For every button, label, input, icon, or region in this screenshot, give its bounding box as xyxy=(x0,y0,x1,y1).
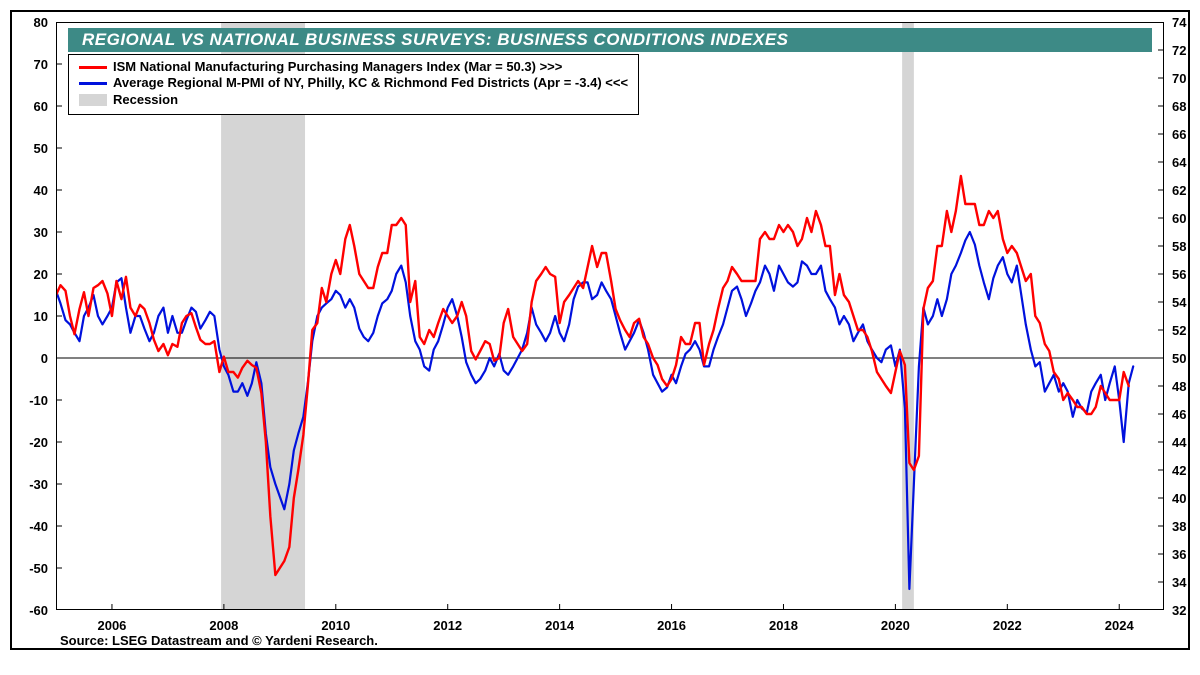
x-axis-tick: 2018 xyxy=(765,618,801,633)
source-text: Source: LSEG Datastream and © Yardeni Re… xyxy=(60,633,378,648)
right-axis-tick: 36 xyxy=(1172,547,1186,562)
right-axis-tick: 64 xyxy=(1172,155,1186,170)
legend-label: Recession xyxy=(113,92,178,108)
right-axis-tick: 70 xyxy=(1172,71,1186,86)
source-attribution: Source: LSEG Datastream and © Yardeni Re… xyxy=(60,633,378,648)
right-axis-tick: 56 xyxy=(1172,267,1186,282)
right-axis-tick: 42 xyxy=(1172,463,1186,478)
right-axis-tick: 40 xyxy=(1172,491,1186,506)
legend-item: Average Regional M-PMI of NY, Philly, KC… xyxy=(79,75,628,91)
left-axis-tick: -30 xyxy=(29,477,48,492)
left-axis-tick: 40 xyxy=(34,183,48,198)
left-axis-tick: 0 xyxy=(41,351,48,366)
legend-swatch-rect xyxy=(79,94,107,106)
right-axis-tick: 74 xyxy=(1172,15,1186,30)
x-axis-tick: 2020 xyxy=(877,618,913,633)
right-axis-tick: 66 xyxy=(1172,127,1186,142)
right-axis-tick: 48 xyxy=(1172,379,1186,394)
left-axis-tick: 70 xyxy=(34,57,48,72)
left-axis-tick: -60 xyxy=(29,603,48,618)
left-axis-tick: 10 xyxy=(34,309,48,324)
right-axis-tick: 54 xyxy=(1172,295,1186,310)
left-axis-tick: 20 xyxy=(34,267,48,282)
legend-label: Average Regional M-PMI of NY, Philly, KC… xyxy=(113,75,628,91)
right-axis-tick: 52 xyxy=(1172,323,1186,338)
right-axis-tick: 60 xyxy=(1172,211,1186,226)
x-axis-tick: 2014 xyxy=(542,618,578,633)
left-axis-tick: -10 xyxy=(29,393,48,408)
left-axis-tick: -40 xyxy=(29,519,48,534)
right-axis-tick: 72 xyxy=(1172,43,1186,58)
x-axis-tick: 2024 xyxy=(1101,618,1137,633)
legend-swatch-line xyxy=(79,82,107,85)
legend-box: ISM National Manufacturing Purchasing Ma… xyxy=(68,54,639,115)
right-axis-tick: 38 xyxy=(1172,519,1186,534)
right-axis-tick: 62 xyxy=(1172,183,1186,198)
x-axis-tick: 2010 xyxy=(318,618,354,633)
x-axis-tick: 2006 xyxy=(94,618,130,633)
right-axis-tick: 50 xyxy=(1172,351,1186,366)
chart-title-text: REGIONAL VS NATIONAL BUSINESS SURVEYS: B… xyxy=(82,30,789,50)
right-axis-tick: 44 xyxy=(1172,435,1186,450)
chart-plot-area: REGIONAL VS NATIONAL BUSINESS SURVEYS: B… xyxy=(56,22,1164,610)
legend-item: Recession xyxy=(79,92,628,108)
right-axis-tick: 68 xyxy=(1172,99,1186,114)
left-axis-tick: 50 xyxy=(34,141,48,156)
left-axis-tick: -50 xyxy=(29,561,48,576)
x-axis-tick: 2022 xyxy=(989,618,1025,633)
right-axis-tick: 46 xyxy=(1172,407,1186,422)
x-axis-tick: 2012 xyxy=(430,618,466,633)
legend-item: ISM National Manufacturing Purchasing Ma… xyxy=(79,59,628,75)
right-axis-tick: 34 xyxy=(1172,575,1186,590)
left-axis-tick: 80 xyxy=(34,15,48,30)
legend-swatch-line xyxy=(79,66,107,69)
left-axis-tick: 60 xyxy=(34,99,48,114)
left-axis-tick: -20 xyxy=(29,435,48,450)
right-axis-tick: 32 xyxy=(1172,603,1186,618)
chart-title-band: REGIONAL VS NATIONAL BUSINESS SURVEYS: B… xyxy=(68,28,1152,52)
right-axis-tick: 58 xyxy=(1172,239,1186,254)
x-axis-tick: 2008 xyxy=(206,618,242,633)
x-axis-tick: 2016 xyxy=(654,618,690,633)
legend-label: ISM National Manufacturing Purchasing Ma… xyxy=(113,59,562,75)
left-axis-tick: 30 xyxy=(34,225,48,240)
